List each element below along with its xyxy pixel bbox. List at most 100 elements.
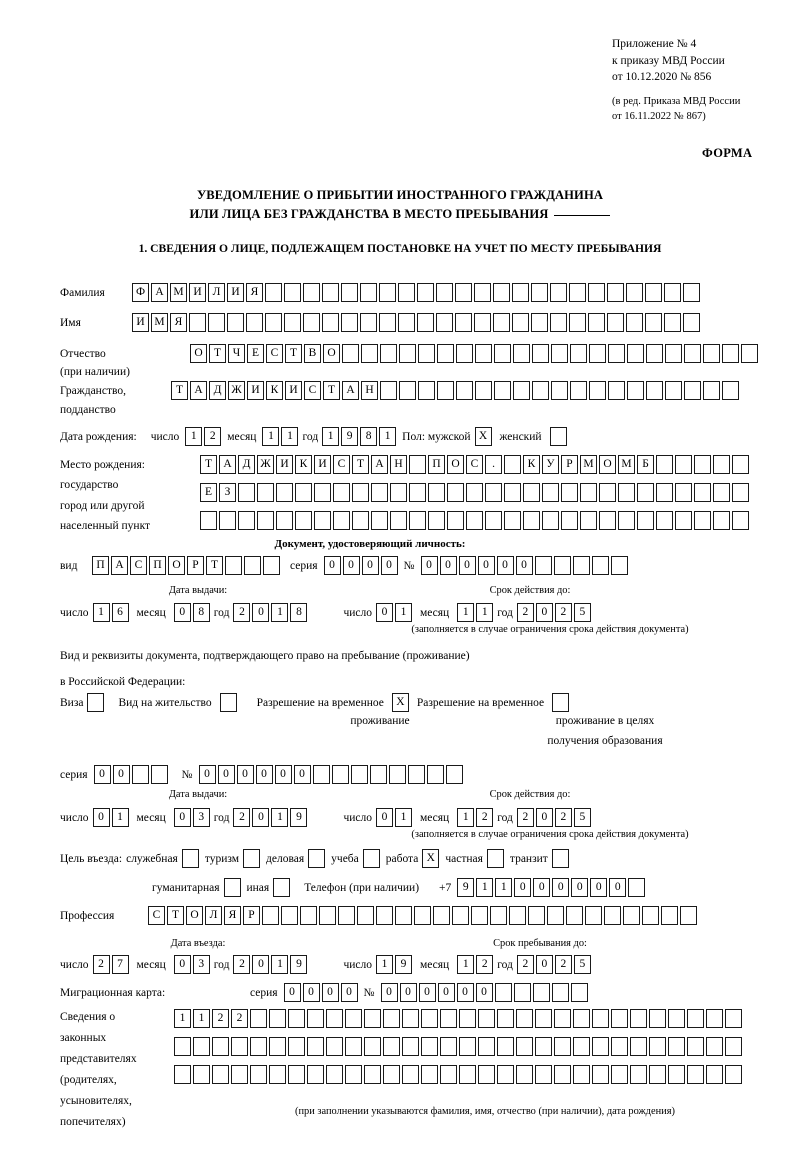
form-cell[interactable]: 2 xyxy=(92,955,110,974)
form-cell[interactable] xyxy=(150,765,168,784)
form-cell[interactable] xyxy=(250,1065,267,1084)
form-cell[interactable]: 0 xyxy=(420,556,438,575)
form-cell[interactable] xyxy=(630,1037,647,1056)
form-cell[interactable] xyxy=(409,483,426,502)
form-cell[interactable]: Л xyxy=(205,906,222,925)
form-cell[interactable]: 8 xyxy=(360,427,378,446)
form-cell[interactable] xyxy=(212,1037,229,1056)
form-cell[interactable] xyxy=(276,511,293,530)
form-cell[interactable] xyxy=(550,283,567,302)
form-cell[interactable]: 0 xyxy=(496,556,514,575)
form-cell[interactable] xyxy=(535,1037,552,1056)
form-cell[interactable] xyxy=(649,1065,666,1084)
form-cell[interactable] xyxy=(630,1065,647,1084)
form-cell[interactable]: Я xyxy=(246,283,263,302)
form-cell[interactable]: О xyxy=(186,906,203,925)
form-cell[interactable] xyxy=(493,283,510,302)
form-cell[interactable]: Р xyxy=(561,455,578,474)
form-cell[interactable]: Л xyxy=(208,283,225,302)
form-cell[interactable] xyxy=(452,906,469,925)
form-cell[interactable] xyxy=(478,1037,495,1056)
form-cell[interactable]: 0 xyxy=(302,983,320,1002)
form-cell[interactable]: 1 xyxy=(262,427,280,446)
form-cell[interactable] xyxy=(608,381,625,400)
form-cell[interactable]: 0 xyxy=(198,765,216,784)
form-cell[interactable] xyxy=(331,765,349,784)
form-cell[interactable]: Н xyxy=(390,455,407,474)
form-cell[interactable] xyxy=(588,283,605,302)
form-cell[interactable]: Д xyxy=(238,455,255,474)
form-cell[interactable]: М xyxy=(170,283,187,302)
form-cell[interactable]: 0 xyxy=(321,983,339,1002)
form-cell[interactable]: И xyxy=(189,283,206,302)
form-cell[interactable]: 0 xyxy=(399,983,417,1002)
form-cell[interactable]: 0 xyxy=(456,983,474,1002)
form-cell[interactable]: 2 xyxy=(233,808,251,827)
form-cell[interactable] xyxy=(227,313,244,332)
form-cell[interactable] xyxy=(683,283,700,302)
form-cell[interactable]: 1 xyxy=(174,1009,191,1028)
form-cell[interactable] xyxy=(732,455,749,474)
form-cell[interactable] xyxy=(665,381,682,400)
form-cell[interactable] xyxy=(257,511,274,530)
form-cell[interactable] xyxy=(637,483,654,502)
form-cell[interactable] xyxy=(535,1009,552,1028)
residence-permit-checkbox[interactable] xyxy=(219,693,237,712)
form-cell[interactable] xyxy=(345,1065,362,1084)
form-cell[interactable] xyxy=(263,556,280,575)
form-cell[interactable]: 0 xyxy=(236,765,254,784)
form-cell[interactable] xyxy=(360,283,377,302)
form-cell[interactable]: О xyxy=(168,556,185,575)
form-cell[interactable] xyxy=(459,1065,476,1084)
form-cell[interactable] xyxy=(322,313,339,332)
form-cell[interactable] xyxy=(300,906,317,925)
form-cell[interactable] xyxy=(535,1065,552,1084)
form-cell[interactable] xyxy=(447,483,464,502)
form-cell[interactable] xyxy=(675,511,692,530)
form-cell[interactable] xyxy=(478,1065,495,1084)
form-cell[interactable] xyxy=(661,906,678,925)
form-cell[interactable] xyxy=(417,313,434,332)
edu-residence-checkbox[interactable] xyxy=(552,693,570,712)
form-cell[interactable] xyxy=(455,283,472,302)
form-cell[interactable] xyxy=(585,906,602,925)
form-cell[interactable] xyxy=(238,511,255,530)
form-cell[interactable] xyxy=(399,381,416,400)
form-cell[interactable]: А xyxy=(371,455,388,474)
form-cell[interactable] xyxy=(591,556,609,575)
form-cell[interactable]: С xyxy=(466,455,483,474)
form-cell[interactable] xyxy=(668,1009,685,1028)
form-cell[interactable] xyxy=(572,556,590,575)
form-cell[interactable] xyxy=(645,283,662,302)
form-cell[interactable] xyxy=(360,313,377,332)
form-cell[interactable] xyxy=(485,511,502,530)
form-cell[interactable]: Т xyxy=(206,556,223,575)
form-cell[interactable] xyxy=(456,344,473,363)
form-cell[interactable]: С xyxy=(148,906,165,925)
form-cell[interactable] xyxy=(534,556,552,575)
form-cell[interactable] xyxy=(551,381,568,400)
form-cell[interactable] xyxy=(656,455,673,474)
form-cell[interactable] xyxy=(395,906,412,925)
form-cell[interactable] xyxy=(561,483,578,502)
form-cell[interactable] xyxy=(238,483,255,502)
form-cell[interactable]: 2 xyxy=(476,955,494,974)
form-cell[interactable]: 5 xyxy=(573,603,591,622)
form-cell[interactable] xyxy=(326,1037,343,1056)
form-cell[interactable]: Т xyxy=(323,381,340,400)
form-cell[interactable]: 2 xyxy=(516,808,534,827)
form-cell[interactable] xyxy=(554,1065,571,1084)
form-cell[interactable] xyxy=(580,483,597,502)
form-cell[interactable]: 0 xyxy=(437,983,455,1002)
form-cell[interactable] xyxy=(303,283,320,302)
form-cell[interactable] xyxy=(474,313,491,332)
